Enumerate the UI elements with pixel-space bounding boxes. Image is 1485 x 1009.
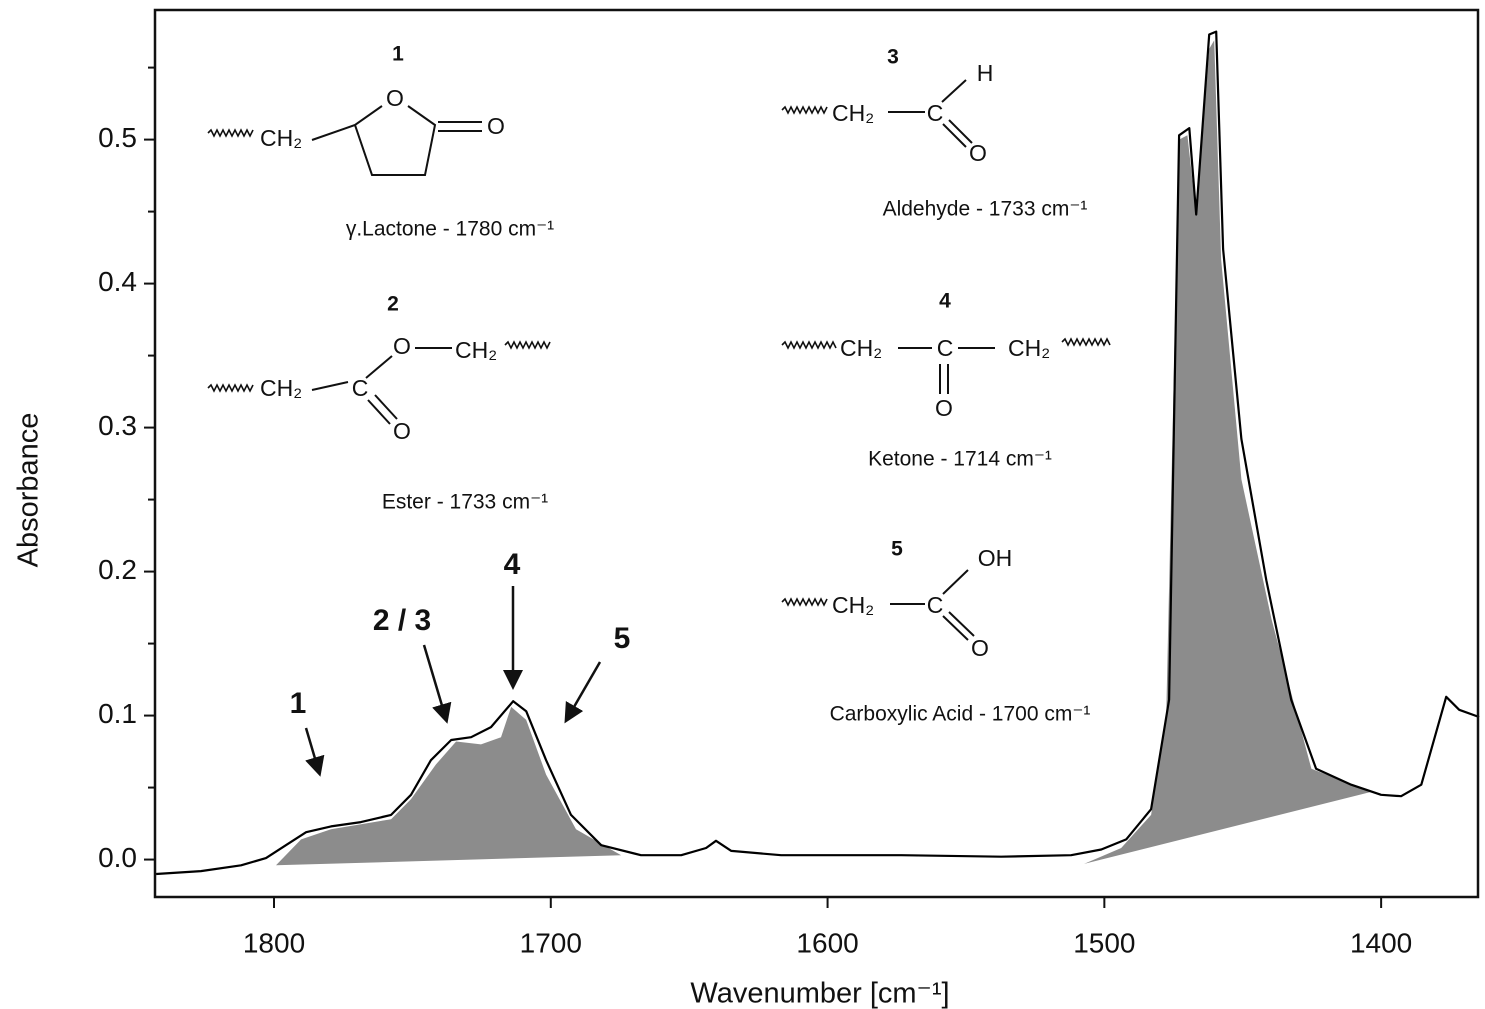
area <box>276 706 622 866</box>
arrow <box>422 644 452 724</box>
wavy-bond <box>781 105 828 115</box>
structure: 2 CH₂ C O CH₂ O Ester - 1733 cm⁻¹ <box>260 293 548 514</box>
y-axis-label: Absorbance <box>13 413 45 568</box>
plot-area <box>156 30 1480 876</box>
annotation: 5 <box>614 622 631 655</box>
structure-number: 3 <box>887 46 899 69</box>
structure-caption: γ.Lactone - 1780 cm⁻¹ <box>346 218 554 241</box>
bond <box>311 105 482 176</box>
arrow <box>564 661 602 724</box>
y-tick-label: 0.3 <box>98 410 137 441</box>
annotation: 4 <box>504 548 521 581</box>
atom: O <box>393 418 411 444</box>
atom: C <box>927 100 944 126</box>
wavy-bond <box>504 340 551 350</box>
atom: CH₂ <box>260 375 302 401</box>
x-axis-label: Wavenumber [cm⁻¹] <box>690 978 949 1009</box>
annotation: 2 / 3 <box>373 604 431 637</box>
y-tick-label: 0.5 <box>98 122 137 153</box>
structure-caption: Ketone - 1714 cm⁻¹ <box>868 448 1052 471</box>
wavy-bond <box>1061 337 1111 347</box>
plot-frame <box>153 8 1480 899</box>
structure: 3 CH₂ C H O Aldehyde - 1733 cm⁻¹ <box>832 46 1087 221</box>
y-tick-label: 0.2 <box>98 554 137 585</box>
x-tick-label: 1800 <box>243 927 305 958</box>
atom: O <box>487 113 505 139</box>
structure-number: 1 <box>392 43 404 66</box>
structure-caption: Aldehyde - 1733 cm⁻¹ <box>883 198 1088 221</box>
bond <box>311 347 452 425</box>
y-tick-label: 0.0 <box>98 842 137 873</box>
annotations: 1 2 / 3 4 5 <box>290 548 631 777</box>
structure-number: 5 <box>891 538 903 561</box>
x-tick-label: 1700 <box>520 927 582 958</box>
wavy-bond <box>781 597 828 607</box>
y-tick-label: 0.1 <box>98 698 137 729</box>
atom: CH₂ <box>455 337 497 363</box>
atom: O <box>935 395 953 421</box>
atom: C <box>352 375 369 401</box>
x-tick-label: 1500 <box>1073 927 1135 958</box>
structure: 5 CH₂ C OH O Carboxylic Acid - 1700 cm⁻¹ <box>830 538 1091 726</box>
bond <box>890 569 975 641</box>
atom: CH₂ <box>260 125 302 151</box>
atom: O <box>971 635 989 661</box>
structure-caption: Carboxylic Acid - 1700 cm⁻¹ <box>830 703 1091 726</box>
atom: CH₂ <box>1008 335 1050 361</box>
y-tick-label: 0.4 <box>98 266 137 297</box>
structure-number: 4 <box>939 290 951 313</box>
structure: 4 CH₂ C CH₂ O Ketone - 1714 cm⁻¹ <box>840 290 1052 471</box>
atom: CH₂ <box>832 592 874 618</box>
spectrum-line <box>156 30 1480 876</box>
bond <box>898 347 995 394</box>
atom: O <box>386 85 404 111</box>
wavy-bond <box>781 340 837 350</box>
atom: OH <box>978 545 1013 571</box>
wavy-bonds <box>207 105 1111 607</box>
atom: CH₂ <box>832 100 874 126</box>
x-tick-label: 1600 <box>796 927 858 958</box>
annotation: 1 <box>290 687 307 720</box>
structure-caption: Ester - 1733 cm⁻¹ <box>382 491 548 514</box>
structure-number: 2 <box>387 293 399 316</box>
atom: C <box>927 592 944 618</box>
wavy-bond <box>207 383 254 393</box>
atom: CH₂ <box>840 335 882 361</box>
atom: O <box>393 333 411 359</box>
area <box>1084 40 1372 864</box>
wavy-bond <box>207 128 254 138</box>
arrow <box>304 727 325 777</box>
atom: H <box>977 60 994 86</box>
bond <box>888 79 973 148</box>
atom: O <box>969 140 987 166</box>
x-tick-label: 1400 <box>1350 927 1412 958</box>
atom: C <box>937 335 954 361</box>
structure: 1 CH₂ O O γ.Lactone - 1780 cm⁻¹ <box>260 43 554 241</box>
